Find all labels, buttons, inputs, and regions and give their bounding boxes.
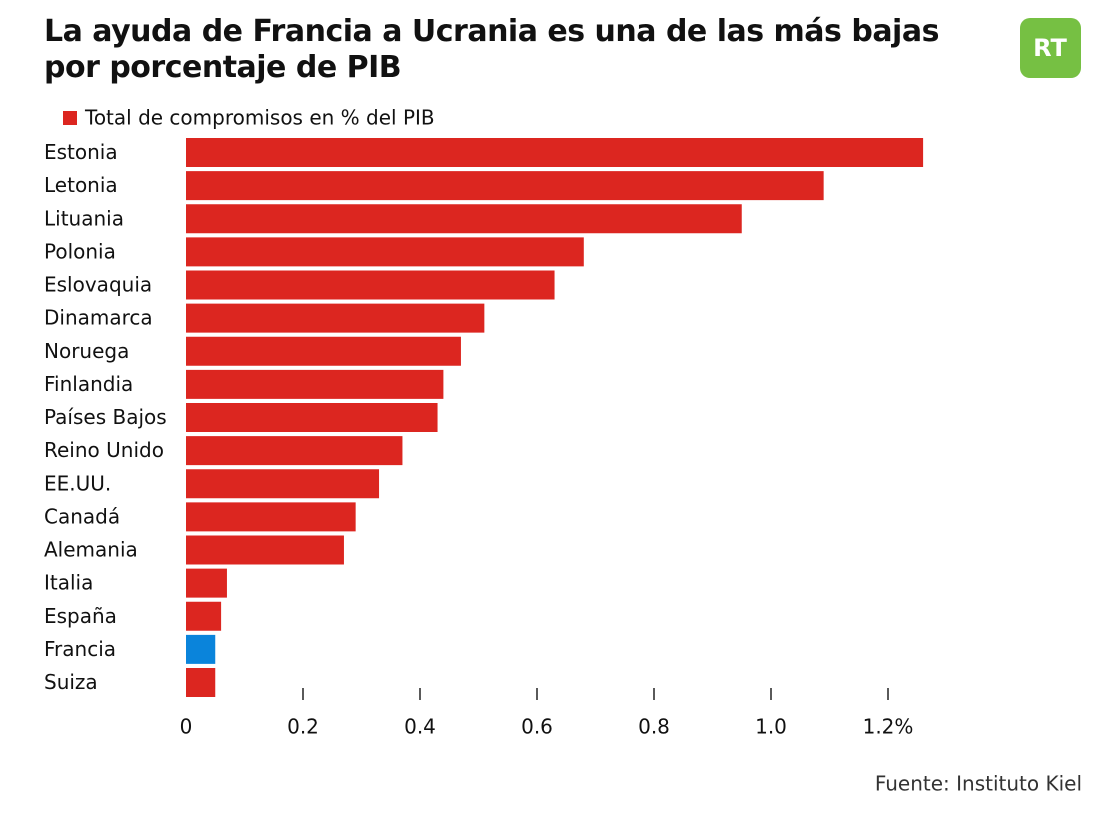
bar	[186, 336, 461, 366]
bar	[186, 436, 403, 466]
x-tick-label: 0.6	[521, 715, 553, 739]
y-tick-label: Eslovaquia	[44, 273, 152, 297]
bar	[186, 601, 222, 631]
y-tick-label: Países Bajos	[44, 405, 167, 429]
bar	[186, 668, 216, 697]
y-tick-label: Noruega	[44, 339, 129, 363]
x-tick-label: 0.2	[287, 715, 319, 739]
bar	[186, 204, 742, 234]
y-tick-label: Dinamarca	[44, 306, 153, 330]
legend-swatch	[63, 111, 77, 125]
y-tick-label: Francia	[44, 637, 116, 661]
bar	[186, 171, 824, 201]
bar	[186, 568, 227, 598]
x-tick-label: 0.4	[404, 715, 436, 739]
bar	[186, 403, 438, 432]
x-tick-label: 0	[180, 715, 193, 739]
chart-title: La ayuda de Francia a Ucrania es una de …	[44, 14, 939, 85]
x-tick-label: 1.2%	[863, 715, 914, 739]
y-tick-label: Alemania	[44, 538, 138, 562]
x-tick-label: 0.8	[638, 715, 670, 739]
bar	[186, 535, 344, 565]
bar	[186, 270, 555, 300]
x-tick-label: 1.0	[755, 715, 787, 739]
legend-label: Total de compromisos en % del PIB	[84, 106, 435, 130]
y-tick-label: Italia	[44, 571, 93, 595]
bar	[186, 369, 444, 399]
bar	[186, 469, 380, 499]
y-tick-label: Estonia	[44, 140, 118, 164]
source: Fuente: Instituto Kiel	[875, 772, 1082, 796]
logo: RT	[1033, 34, 1067, 62]
bar	[186, 237, 584, 267]
bar	[186, 502, 356, 532]
y-tick-label: Lituania	[44, 206, 124, 230]
y-tick-label: Letonia	[44, 173, 118, 197]
logo-badge	[1020, 18, 1081, 78]
y-tick-label: Canadá	[44, 504, 120, 528]
y-tick-label: Polonia	[44, 239, 116, 263]
bar	[186, 138, 924, 167]
y-tick-label: EE.UU.	[44, 471, 111, 495]
y-tick-label: Reino Unido	[44, 438, 164, 462]
y-tick-label: Suiza	[44, 670, 98, 694]
bar	[186, 634, 216, 664]
bar	[186, 303, 485, 333]
y-tick-label: Finlandia	[44, 372, 133, 396]
y-tick-label: España	[44, 604, 117, 628]
